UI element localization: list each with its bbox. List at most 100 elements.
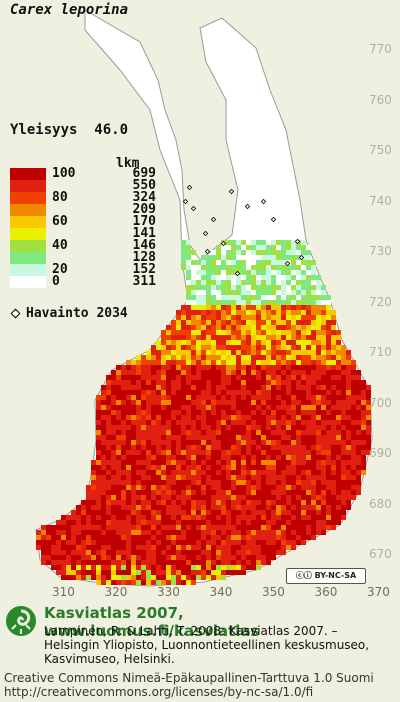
grid-cell: [261, 480, 266, 485]
grid-cell: [256, 285, 261, 290]
grid-cell: [211, 345, 216, 350]
grid-cell: [151, 560, 156, 565]
grid-cell: [276, 400, 281, 405]
grid-cell: [226, 540, 231, 545]
northing-label: 690: [369, 446, 392, 460]
grid-cell: [276, 270, 281, 275]
finland-distribution-map: [35, 9, 373, 587]
grid-cell: [266, 350, 271, 355]
grid-cell: [316, 280, 321, 285]
grid-cell: [281, 375, 286, 380]
grid-cell: [231, 280, 236, 285]
grid-cell: [356, 380, 361, 385]
grid-cell: [186, 310, 191, 315]
grid-cell: [116, 445, 121, 450]
grid-cell: [276, 300, 281, 305]
legend-swatch: [10, 240, 46, 252]
grid-cell: [166, 365, 171, 370]
grid-cell: [331, 420, 336, 425]
grid-cell: [156, 480, 161, 485]
grid-cell: [61, 545, 66, 550]
grid-cell: [161, 455, 166, 460]
grid-cell: [356, 490, 361, 495]
grid-cell: [236, 510, 241, 515]
grid-cell: [241, 340, 246, 345]
grid-cell: [356, 440, 361, 445]
grid-cell: [241, 550, 246, 555]
cc-license-badge[interactable]: ⓒⓘ BY-NC-SA: [286, 568, 366, 584]
grid-cell: [111, 480, 116, 485]
observation-marker: [228, 188, 235, 195]
grid-cell: [206, 465, 211, 470]
grid-cell: [311, 280, 316, 285]
grid-cell: [176, 495, 181, 500]
grid-cell: [321, 500, 326, 505]
grid-cell: [186, 455, 191, 460]
grid-cells: [36, 240, 371, 585]
grid-cell: [331, 410, 336, 415]
grid-cell: [181, 395, 186, 400]
grid-cell: [301, 480, 306, 485]
grid-cell: [266, 450, 271, 455]
grid-cell: [116, 550, 121, 555]
grid-cell: [366, 435, 371, 440]
grid-cell: [246, 390, 251, 395]
grid-cell: [216, 555, 221, 560]
grid-cell: [266, 505, 271, 510]
grid-cell: [96, 540, 101, 545]
grid-cell: [246, 475, 251, 480]
grid-cell: [141, 480, 146, 485]
grid-cell: [191, 340, 196, 345]
grid-cell: [346, 490, 351, 495]
grid-cell: [181, 425, 186, 430]
grid-cell: [291, 465, 296, 470]
grid-cell: [106, 410, 111, 415]
grid-cell: [226, 415, 231, 420]
grid-cell: [176, 440, 181, 445]
grid-cell: [291, 305, 296, 310]
grid-cell: [341, 450, 346, 455]
grid-cell: [346, 365, 351, 370]
grid-cell: [331, 315, 336, 320]
grid-cell: [201, 355, 206, 360]
grid-cell: [131, 475, 136, 480]
grid-cell: [311, 390, 316, 395]
grid-cell: [221, 550, 226, 555]
grid-cell: [111, 415, 116, 420]
grid-cell: [206, 260, 211, 265]
grid-cell: [271, 290, 276, 295]
grid-cell: [281, 285, 286, 290]
grid-cell: [186, 370, 191, 375]
grid-cell: [211, 550, 216, 555]
grid-cell: [36, 535, 41, 540]
grid-cell: [316, 395, 321, 400]
grid-cell: [151, 420, 156, 425]
grid-cell: [301, 440, 306, 445]
grid-cell: [96, 475, 101, 480]
grid-cell: [81, 545, 86, 550]
grid-cell: [141, 455, 146, 460]
grid-cell: [281, 280, 286, 285]
grid-cell: [271, 530, 276, 535]
grid-cell: [256, 455, 261, 460]
grid-cell: [311, 350, 316, 355]
grid-cell: [91, 480, 96, 485]
grid-cell: [176, 405, 181, 410]
grid-cell: [296, 365, 301, 370]
license-url[interactable]: http://creativecommons.org/licenses/by-n…: [4, 685, 314, 699]
grid-cell: [221, 545, 226, 550]
grid-cell: [296, 245, 301, 250]
observation-marker: [182, 198, 189, 205]
grid-cell: [261, 540, 266, 545]
grid-cell: [196, 390, 201, 395]
grid-cell: [161, 330, 166, 335]
grid-cell: [246, 470, 251, 475]
grid-cell: [321, 455, 326, 460]
grid-cell: [231, 500, 236, 505]
grid-cell: [196, 475, 201, 480]
grid-cell: [251, 490, 256, 495]
grid-cell: [321, 395, 326, 400]
grid-cell: [301, 540, 306, 545]
grid-cell: [116, 415, 121, 420]
grid-cell: [126, 540, 131, 545]
